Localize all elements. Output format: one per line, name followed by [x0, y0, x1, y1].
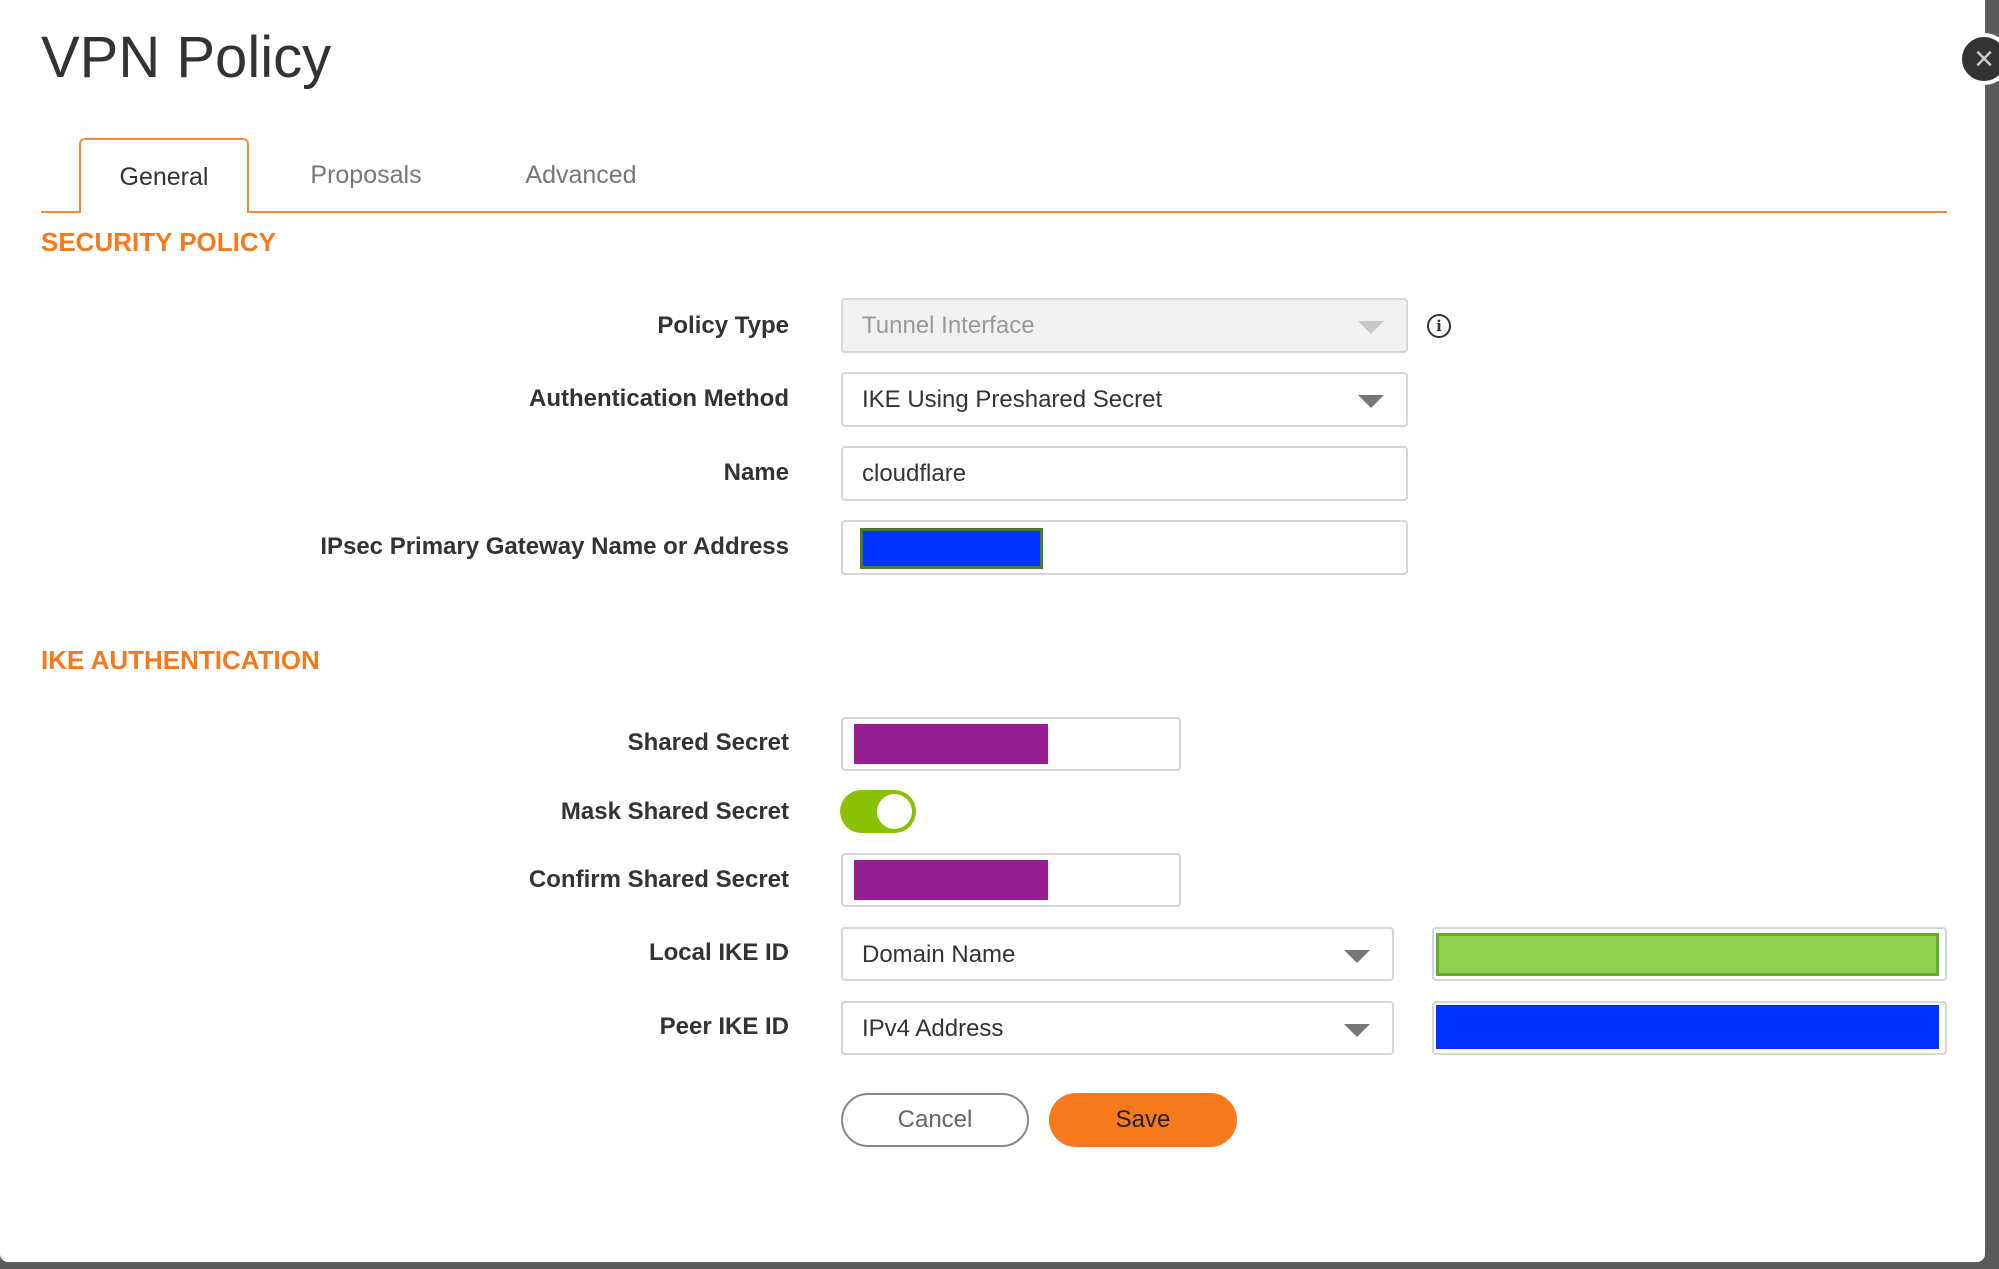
local-ike-id-input[interactable] — [1432, 927, 1947, 981]
ike-auth-heading: IKE AUTHENTICATION — [41, 645, 320, 675]
chevron-down-icon — [1344, 950, 1370, 963]
mask-secret-toggle[interactable] — [840, 790, 916, 833]
dialog-title: VPN Policy — [41, 25, 332, 90]
name-input[interactable]: cloudflare — [841, 446, 1408, 501]
gateway-input[interactable] — [841, 520, 1408, 575]
peer-ike-id-select[interactable]: IPv4 Address — [841, 1001, 1394, 1055]
tab-advanced[interactable]: Advanced — [525, 161, 637, 189]
redacted-peer-id — [1436, 1005, 1939, 1049]
chevron-down-icon — [1358, 395, 1384, 408]
shared-secret-label: Shared Secret — [627, 729, 789, 756]
local-ike-id-label: Local IKE ID — [648, 939, 789, 966]
redacted-local-id — [1436, 933, 1939, 976]
policy-type-value: Tunnel Interface — [862, 312, 1035, 339]
peer-ike-id-type: IPv4 Address — [862, 1015, 1004, 1042]
gateway-label: IPsec Primary Gateway Name or Address — [320, 533, 789, 560]
policy-type-label: Policy Type — [657, 312, 789, 339]
peer-ike-id-label: Peer IKE ID — [659, 1013, 789, 1040]
redacted-confirm-secret — [854, 860, 1048, 900]
tab-proposals[interactable]: Proposals — [310, 161, 422, 189]
cancel-button[interactable]: Cancel — [841, 1093, 1029, 1147]
name-value: cloudflare — [862, 460, 967, 487]
auth-method-value: IKE Using Preshared Secret — [862, 386, 1163, 413]
info-icon[interactable]: i — [1427, 314, 1451, 338]
save-button[interactable]: Save — [1049, 1093, 1237, 1147]
confirm-secret-input[interactable] — [841, 853, 1181, 907]
auth-method-select[interactable]: IKE Using Preshared Secret — [841, 372, 1408, 427]
mask-secret-label: Mask Shared Secret — [560, 798, 789, 825]
redacted-secret — [854, 724, 1048, 764]
tab-divider — [41, 211, 1947, 213]
chevron-down-icon — [1358, 321, 1384, 334]
name-label: Name — [723, 459, 789, 486]
tab-general[interactable]: General — [79, 138, 249, 213]
local-ike-id-type: Domain Name — [862, 941, 1016, 968]
local-ike-id-select[interactable]: Domain Name — [841, 927, 1394, 981]
redacted-gateway — [860, 528, 1043, 569]
chevron-down-icon — [1344, 1024, 1370, 1037]
policy-type-select[interactable]: Tunnel Interface — [841, 298, 1408, 353]
toggle-knob — [877, 794, 912, 829]
peer-ike-id-input[interactable] — [1432, 1001, 1947, 1055]
confirm-secret-label: Confirm Shared Secret — [528, 866, 789, 893]
close-icon[interactable]: × — [1958, 33, 1999, 85]
shared-secret-input[interactable] — [841, 717, 1181, 771]
auth-method-label: Authentication Method — [529, 385, 789, 412]
security-policy-heading: SECURITY POLICY — [41, 227, 277, 257]
